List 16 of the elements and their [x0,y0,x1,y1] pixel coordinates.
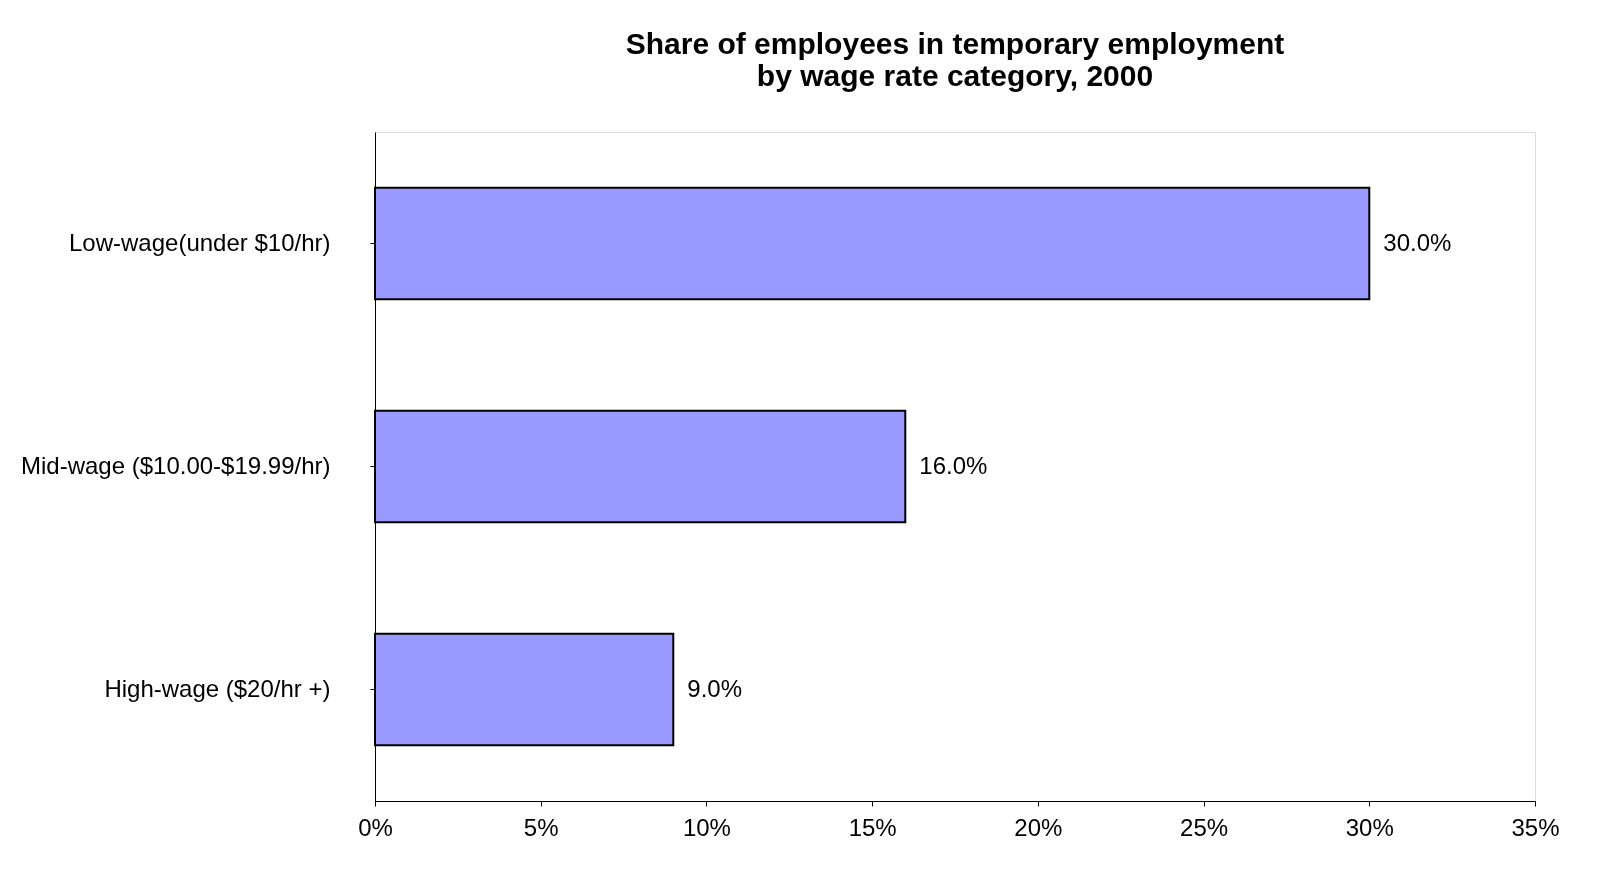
x-tick-label: 5% [523,813,559,841]
x-tick-label: 15% [848,813,897,841]
x-tick-label: 10% [682,813,731,841]
data-label: 30.0% [1383,228,1452,256]
x-tick-label: 0% [358,813,393,841]
text: by wage rate category, 2000 [756,59,1154,92]
y-tick-label: High-wage ($20/hr +) [104,674,331,702]
x-tick-label: 30% [1345,813,1394,841]
x-tick-label: 35% [1511,813,1560,841]
data-label: 16.0% [919,451,988,479]
data-label: 9.0% [687,674,742,702]
y-tick-label: Mid-wage ($10.00-$19.99/hr) [20,451,331,479]
x-tick-label: 25% [1180,813,1229,841]
x-tick-label: 20% [1014,813,1063,841]
y-tick-label: Low-wage(under $10/hr) [69,228,331,256]
text: Share of employees in temporary employment [625,27,1285,60]
